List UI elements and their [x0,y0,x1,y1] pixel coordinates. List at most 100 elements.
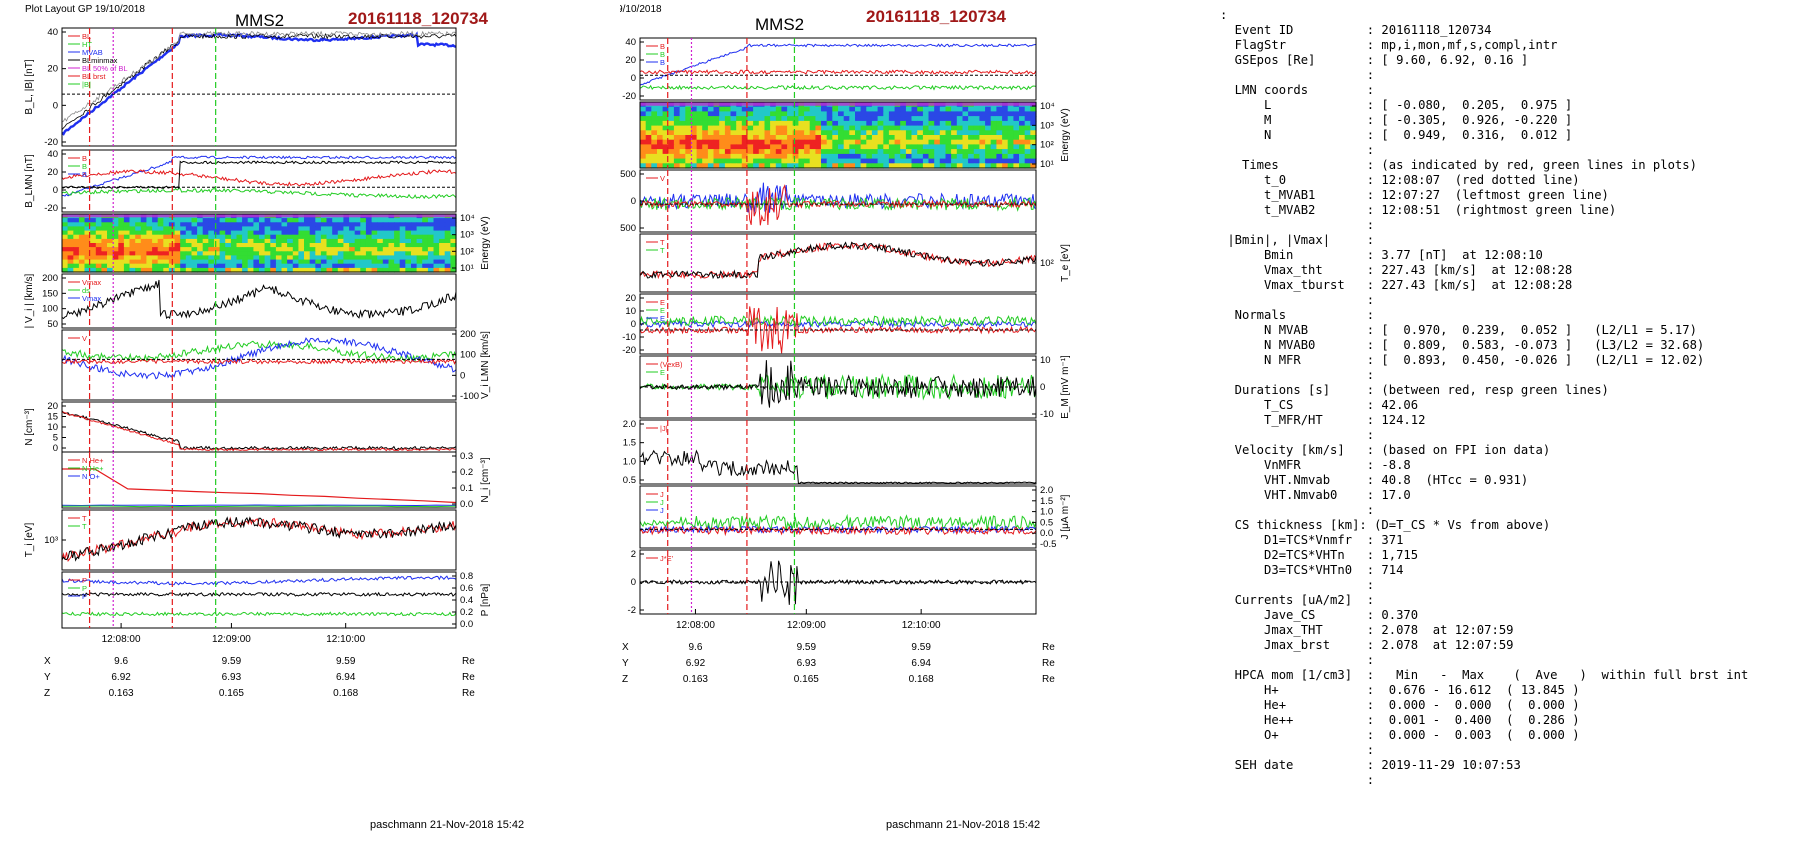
spectrogram-cell [934,116,941,122]
spectrogram-cell [450,222,457,227]
spectrogram-cell [956,139,964,145]
spectrogram-cell [747,153,754,160]
spectrogram-cell [855,135,862,141]
series-line [639,184,1037,226]
spectrogram-cell [107,238,114,244]
spectrogram-cell [922,130,930,136]
spectrogram-cell [860,120,867,127]
spectrogram-cell [1002,144,1009,150]
spectrogram-cell [315,259,322,265]
spectrogram-cell [792,135,799,141]
spectrogram-cell [888,158,896,164]
spectrogram-cell [292,230,299,236]
spectrogram-cell [214,238,221,244]
panel-7: 2.01.51.00.5|J| [μA m⁻²]|J| [602,419,1037,486]
info-line: t_0 : 12:08:07 (red dotted line) [1220,173,1580,187]
spectrogram-cell [939,149,947,155]
spectrogram-cell [354,230,361,236]
spectrogram-cell [753,116,760,122]
spectrogram-cell [78,263,86,269]
spectrogram-cell [883,153,890,160]
spectrogram-cell [821,149,828,155]
panel-frame [61,27,457,147]
spectrogram-cell [679,125,686,131]
spectrogram-cell [405,218,412,223]
info-line: D3=TCS*VHTn0 : 714 [1220,563,1404,577]
spectrogram-cell [877,149,884,155]
spectrogram-cell [871,139,879,145]
spectrogram-cell [270,243,277,248]
spectrogram-cell [450,247,457,252]
spectrogram-cell [719,149,726,155]
spectrogram-cell [388,218,395,223]
spectrogram-cell [135,234,142,240]
spectrogram-cell [298,267,305,273]
spectrogram-cell [724,153,732,160]
spectrogram-cell [962,130,969,136]
spectrogram-cell [696,158,703,164]
spectrogram-cell [690,153,698,160]
legend-label: V [660,174,665,183]
spectrogram-cell [450,230,457,236]
spectrogram-cell [781,106,788,112]
spectrogram-cell [662,158,669,164]
spectrogram-cell [450,251,457,256]
spectrogram-cell [645,125,652,131]
spectrogram-cell [668,158,675,164]
spectrogram-cell [180,243,187,248]
spectrogram-cell [315,238,322,244]
spectrogram-cell [832,139,839,145]
spectrogram-cell [781,116,788,122]
spectrogram-cell [1024,125,1031,131]
spectrogram-cell [877,158,884,164]
spectrogram-cell [679,120,686,127]
spectrogram-cell [332,218,339,223]
spectrogram-cell [259,255,266,261]
y-axis-label: P [nPa] [480,583,491,616]
spectrogram-cell [1024,139,1031,145]
spectrogram-cell [337,218,344,223]
spectrogram-cell [883,163,890,169]
spectrogram-cell [208,251,215,256]
spectrogram-cell [753,111,760,117]
spectrogram-cell [662,153,669,160]
spectrogram-cell [354,238,361,244]
spectrogram-cell [163,218,170,223]
spectrogram-cell [832,163,839,169]
spectrogram-cell [888,144,896,150]
spectrogram-cell [146,267,153,273]
spectrogram-cell [934,120,941,127]
spectrogram-cell [270,251,277,256]
spectrogram-cell [411,222,418,227]
spectrogram-cell [871,153,879,160]
spectrogram-cell [107,263,114,269]
spectrogram-cell [371,222,378,227]
spectrogram-cell [668,106,675,112]
spectrogram-cell [399,226,406,232]
spectrogram-cell [979,158,986,164]
spectrogram-cell [804,139,811,145]
spectrogram-cell [662,163,669,169]
spectrogram-cell [214,259,221,265]
spectrogram-cell [1030,125,1037,131]
spectrogram-cell [264,247,271,252]
spectrogram-cell [973,130,981,136]
spectrogram-cell [905,125,913,131]
y-axis-label: T_e [eV] [1060,244,1071,282]
spectrogram-cell [337,251,344,256]
spectrogram-cell [651,135,658,141]
spectrogram-cell [73,251,80,256]
spectrogram-cell [152,251,159,256]
spectrogram-cell [365,267,373,273]
spectrogram-cell [382,259,389,265]
spectrogram-cell [349,238,356,244]
spectrogram-cell [821,125,828,131]
spectrogram-cell [427,255,435,261]
spectrogram-cell [135,238,142,244]
spectrogram-cell [855,106,862,112]
spectrogram-cell [849,153,856,160]
spectrogram-cell [107,267,114,273]
spectrogram-cell [253,243,260,248]
spectrogram-cell [855,111,862,117]
